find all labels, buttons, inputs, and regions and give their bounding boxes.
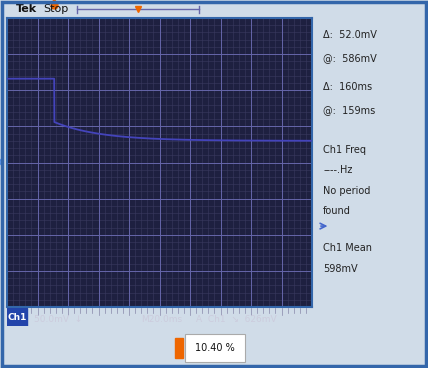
Text: Tek: Tek: [16, 4, 37, 14]
Text: 10.40 %: 10.40 %: [195, 343, 235, 353]
Text: found: found: [323, 206, 351, 216]
Text: Δ:  52.0mV: Δ: 52.0mV: [323, 29, 377, 40]
Text: No period: No period: [323, 185, 371, 196]
Bar: [175, 338, 183, 358]
Text: Stop: Stop: [44, 4, 69, 14]
Text: Ch1: Ch1: [7, 312, 27, 322]
Text: 598mV: 598mV: [323, 263, 358, 274]
Text: D: D: [0, 158, 1, 167]
Text: ----.Hz: ----.Hz: [323, 165, 353, 176]
Text: 50.0mV  ↓: 50.0mV ↓: [34, 315, 83, 324]
Text: @:  159ms: @: 159ms: [323, 105, 375, 115]
Text: @:  586mV: @: 586mV: [323, 53, 377, 63]
Bar: [185, 334, 245, 362]
Text: Ch1 Freq: Ch1 Freq: [323, 145, 366, 155]
Text: A  Ch1  ↘  626mV: A Ch1 ↘ 626mV: [196, 315, 277, 324]
Text: M20.0ms: M20.0ms: [141, 315, 182, 324]
Text: Ch1 Mean: Ch1 Mean: [323, 243, 372, 254]
Bar: [7, 308, 27, 326]
Text: Δ:  160ms: Δ: 160ms: [323, 82, 372, 92]
